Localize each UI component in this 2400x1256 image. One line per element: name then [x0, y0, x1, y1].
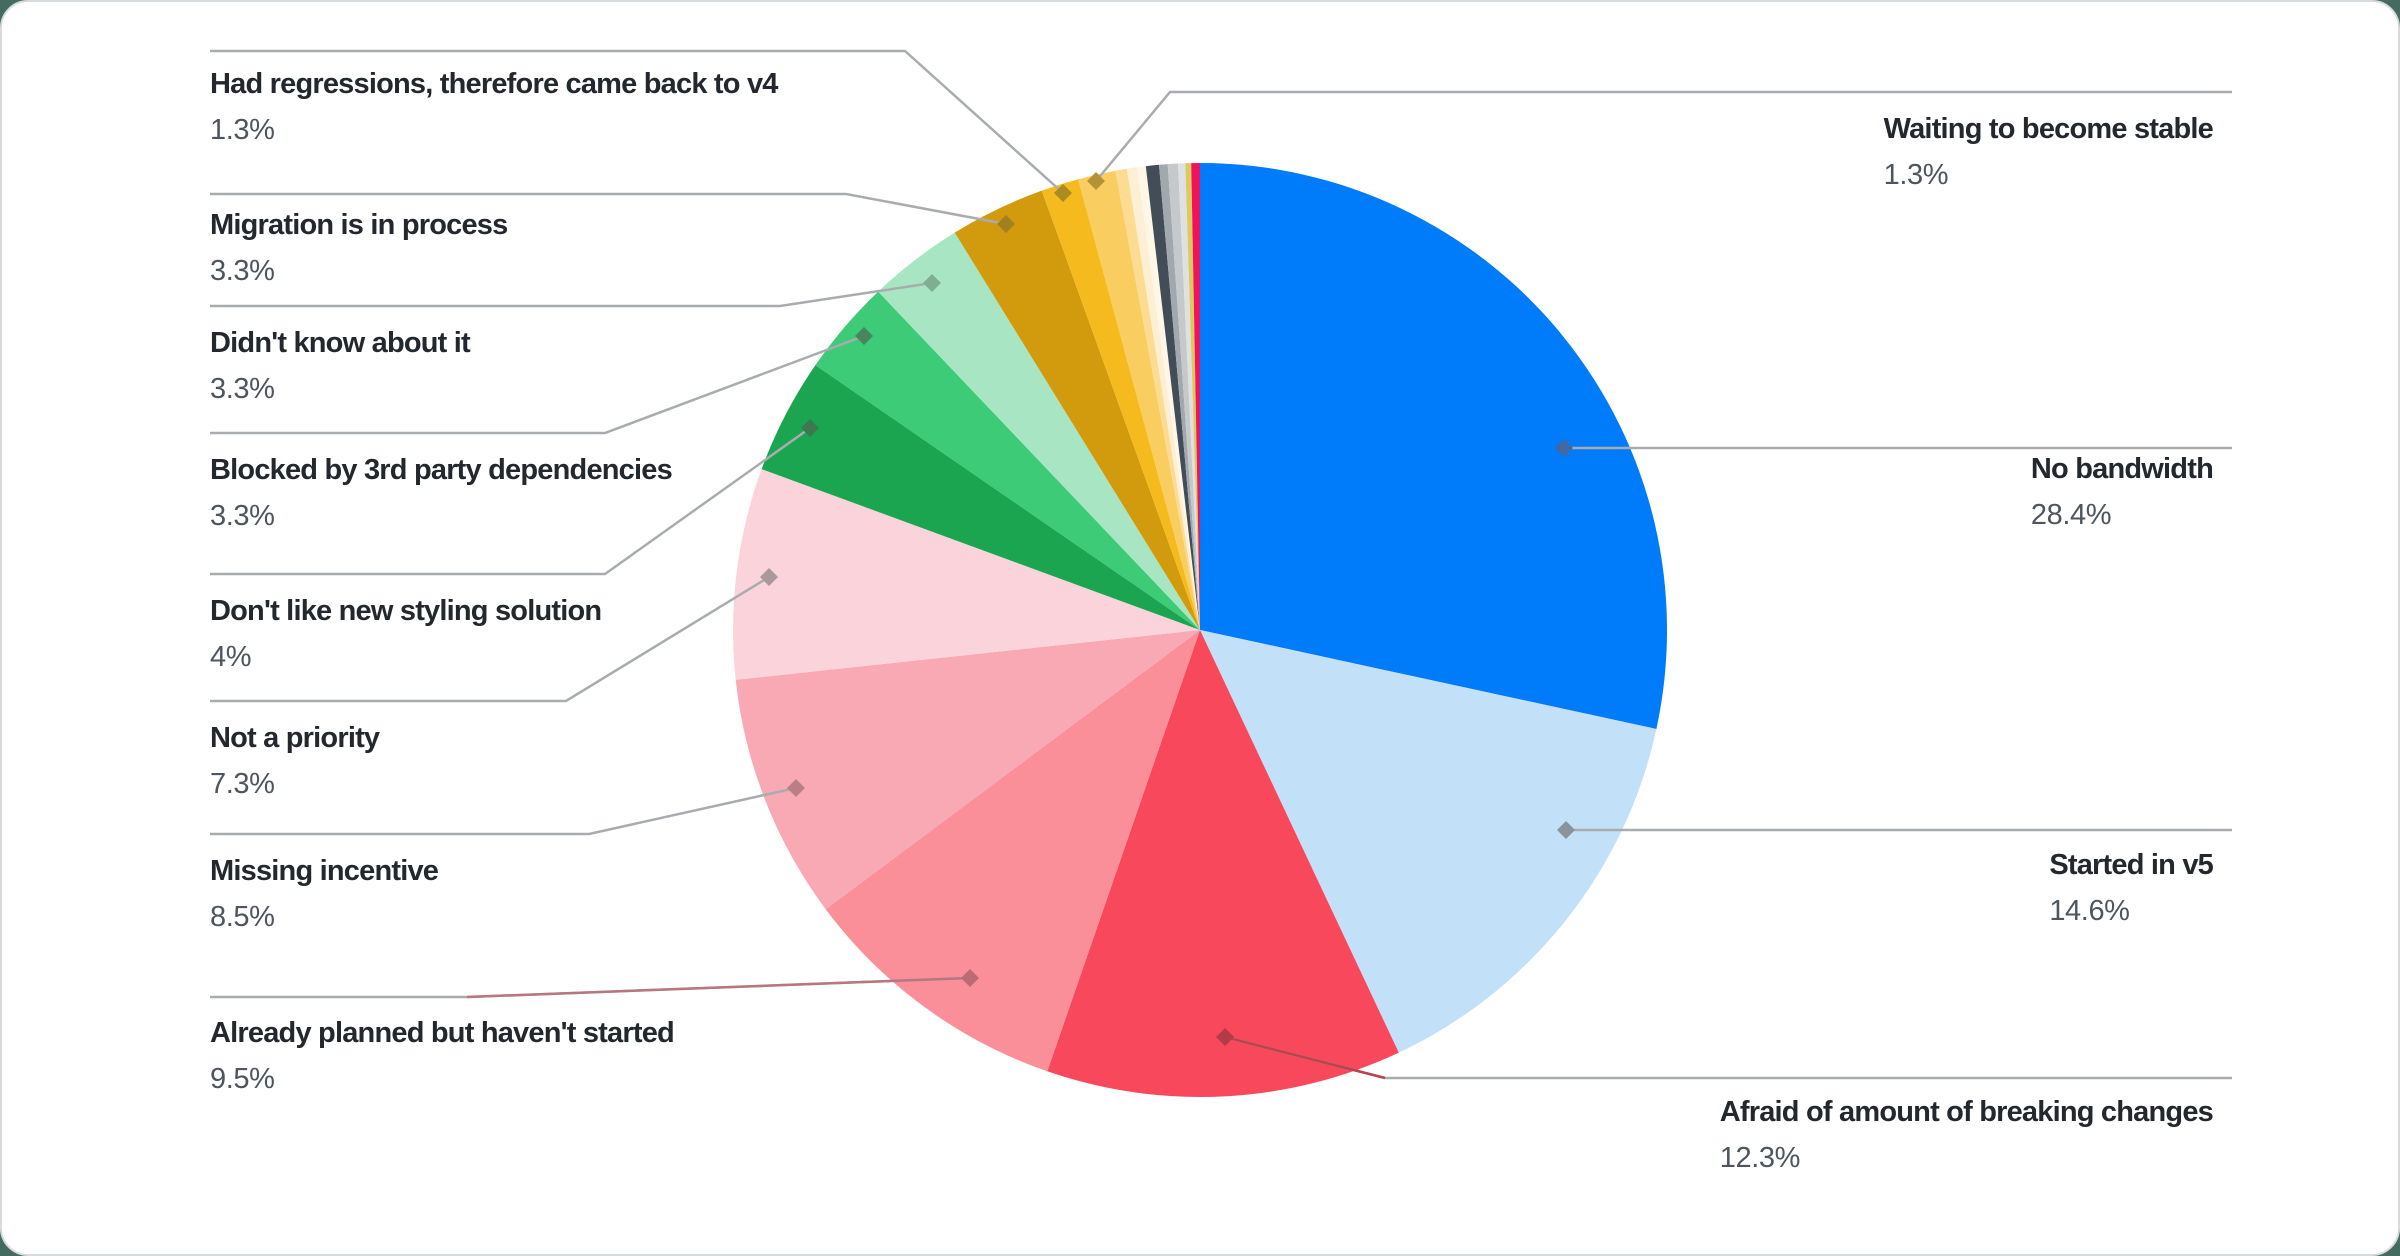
- slice-percent: 3.3%: [210, 500, 275, 532]
- label-block-already-planned: Already planned but haven't started 9.5%: [210, 1015, 675, 1097]
- pie-slice-small-16: [1159, 164, 1200, 630]
- pie-slice-missing-incentive: [735, 630, 1200, 910]
- leader-marker-had-regressions-therefore-came-back-to-v4: [1054, 184, 1072, 202]
- leader-marker-afraid-of-amount-of-breaking-changes: [1216, 1028, 1234, 1046]
- pie-slice-started-in-v5: [1200, 630, 1657, 1053]
- label-block-dont-like-styling: Don't like new styling solution 4%: [210, 593, 602, 675]
- slice-percent: 4%: [210, 641, 252, 673]
- leader-marker-already-planned-but-haven-t-started: [961, 969, 979, 987]
- pie-slice-small-20: [1191, 163, 1200, 630]
- leader-line-already-planned-but-haven-t-started: [210, 976, 971, 999]
- pie-slice-small-19: [1185, 163, 1200, 630]
- leader-marker-no-bandwidth: [1555, 439, 1573, 457]
- slice-percent: 8.5%: [210, 901, 275, 933]
- label-block-waiting-stable: Waiting to become stable 1.3%: [1883, 111, 2214, 193]
- slice-percent: 3.3%: [210, 373, 275, 405]
- label-block-no-bandwidth: No bandwidth 28.4%: [2030, 451, 2214, 533]
- leader-marker-didn-t-know-about-it: [923, 274, 941, 292]
- leader-line-didn-t-know-about-it: [210, 281, 933, 308]
- leader-line-tinted-segment: [1224, 1035, 1386, 1080]
- pie-slice-didn-t-know-about-it: [878, 232, 1200, 630]
- slice-label: Had regressions, therefore came back to …: [210, 68, 778, 100]
- label-block-didnt-know: Didn't know about it 3.3%: [210, 325, 471, 407]
- pie-slice-afraid-of-amount-of-breaking-changes: [1047, 630, 1399, 1097]
- label-block-blocked-3rd-party: Blocked by 3rd party dependencies 3.3%: [210, 452, 673, 534]
- leader-marker-missing-incentive: [787, 779, 805, 797]
- leader-line-missing-incentive: [210, 786, 797, 836]
- slice-percent: 1.3%: [1883, 159, 1949, 191]
- slice-label: No bandwidth: [2030, 453, 2214, 485]
- pie-slice-migration-is-in-process: [954, 190, 1200, 630]
- label-block-afraid-breaking-changes: Afraid of amount of breaking changes 12.…: [1719, 1094, 2214, 1176]
- pie-slice-small-18: [1178, 163, 1200, 630]
- leader-line-blocked-by-3rd-party-dependencies: [210, 334, 865, 435]
- leader-marker-migration-is-in-process: [997, 215, 1015, 233]
- leader-marker-blocked-by-3rd-party-dependencies: [855, 327, 873, 345]
- leader-marker-not-a-priority: [760, 568, 778, 586]
- leader-marker-waiting-to-become-stable: [1087, 172, 1105, 190]
- leader-line-tinted-segment: [466, 976, 971, 999]
- slice-percent: 7.3%: [210, 768, 275, 800]
- slice-percent: 3.3%: [210, 255, 275, 287]
- label-block-migration-in-process: Migration is in process 3.3%: [210, 207, 508, 289]
- pie-slice-already-planned-but-haven-t-started: [825, 630, 1200, 1072]
- slice-label: Don't like new styling solution: [210, 595, 602, 627]
- slice-label: Migration is in process: [210, 209, 508, 241]
- pie-slice-blocked-by-3rd-party-dependencies: [815, 291, 1200, 630]
- pie-slice-don-t-like-new-styling-solution: [761, 365, 1200, 630]
- label-block-started-in-v5: Started in v5 14.6%: [2049, 847, 2213, 929]
- pie-slice-small-15: [1145, 164, 1200, 631]
- leader-marker-don-t-like-new-styling-solution: [801, 419, 819, 437]
- pie-slice-had-regressions-therefore-came-back-to-v4: [1041, 179, 1200, 630]
- label-block-not-a-priority: Not a priority 7.3%: [210, 720, 380, 802]
- slice-label: Already planned but haven't started: [210, 1017, 675, 1049]
- slice-percent: 14.6%: [2049, 895, 2130, 927]
- leader-line-waiting-to-become-stable: [1095, 90, 2232, 182]
- label-block-had-regressions: Had regressions, therefore came back to …: [210, 66, 778, 148]
- leader-marker-started-in-v5: [1557, 821, 1575, 839]
- leader-line-had-regressions-therefore-came-back-to-v4: [210, 49, 1064, 194]
- slice-percent: 12.3%: [1719, 1142, 1801, 1174]
- slice-label: Afraid of amount of breaking changes: [1719, 1096, 2214, 1128]
- slice-label: Waiting to become stable: [1883, 113, 2214, 145]
- slice-label: Blocked by 3rd party dependencies: [210, 454, 673, 486]
- slice-percent: 1.3%: [210, 114, 275, 146]
- slice-percent: 28.4%: [2030, 499, 2112, 531]
- slice-percent: 9.5%: [210, 1063, 275, 1095]
- pie-slice-small-17: [1167, 163, 1200, 630]
- pie-slice-small-14: [1137, 166, 1200, 630]
- slice-label: Didn't know about it: [210, 327, 471, 359]
- label-block-missing-incentive: Missing incentive 8.5%: [210, 853, 439, 935]
- leader-line-migration-is-in-process: [210, 192, 1007, 226]
- leader-line-don-t-like-new-styling-solution: [210, 426, 811, 576]
- slice-label: Started in v5: [2049, 849, 2213, 881]
- slice-label: Missing incentive: [210, 855, 439, 887]
- pie-slice-small-13: [1126, 167, 1200, 631]
- slice-label: Not a priority: [210, 722, 380, 754]
- pie-slice-no-bandwidth: [1200, 163, 1668, 729]
- pie-slice-waiting-to-become-stable: [1078, 170, 1200, 630]
- pie-slice-small-12: [1115, 168, 1200, 630]
- leader-line-not-a-priority: [210, 575, 770, 703]
- pie-slice-not-a-priority: [733, 469, 1200, 680]
